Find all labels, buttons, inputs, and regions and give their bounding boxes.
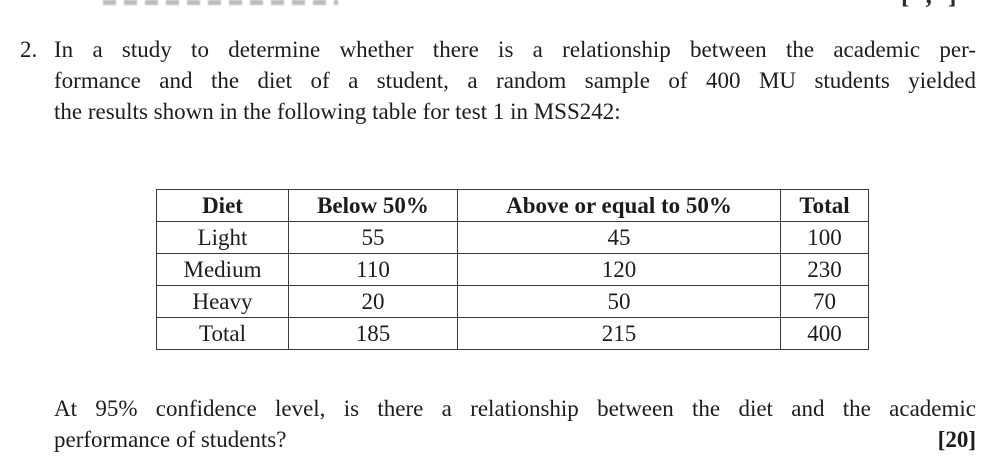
question-line-1: In a study to determine whether there is… [54, 37, 976, 62]
closing-line-1: At 95% confidence level, is there a rela… [54, 396, 976, 421]
table-cell: 215 [457, 317, 781, 350]
table-cell: 185 [288, 317, 458, 350]
table-row: Heavy 20 50 70 [156, 285, 869, 318]
row-label: Medium [156, 253, 289, 286]
closing-paragraph: At 95% confidence level, is there a rela… [54, 393, 976, 455]
table-row: Medium 110 120 230 [156, 253, 869, 286]
table-row: Light 55 45 100 [156, 221, 869, 254]
table-cell: 45 [457, 221, 781, 254]
row-label: Total [156, 317, 289, 350]
marks-badge: [20] [937, 427, 976, 452]
contingency-table: Diet Below 50% Above or equal to 50% Tot… [156, 189, 869, 350]
clipped-previous-line-remnant [103, 0, 338, 5]
table-cell: 110 [288, 253, 458, 286]
question-number: 2. [20, 37, 38, 62]
header-cell-diet: Diet [156, 189, 289, 222]
clipped-previous-marks-remnant: [ , ] [901, 0, 971, 9]
table-cell: 230 [780, 253, 869, 286]
table-cell: 70 [780, 285, 869, 318]
closing-question-text: performance of students? [54, 427, 287, 452]
header-cell-total: Total [780, 189, 869, 222]
clipped-marks-fragment: [ , ] [901, 0, 971, 8]
table-cell: 20 [288, 285, 458, 318]
question-line-3: the results shown in the following table… [54, 99, 621, 124]
header-cell-above-or-equal-50: Above or equal to 50% [457, 189, 781, 222]
question-paragraph: In a study to determine whether there is… [54, 34, 976, 127]
table-cell: 400 [780, 317, 869, 350]
question-line-2: formance and the diet of a student, a ra… [54, 68, 976, 93]
table-cell: 120 [457, 253, 781, 286]
row-label: Heavy [156, 285, 289, 318]
table-header-row: Diet Below 50% Above or equal to 50% Tot… [156, 189, 869, 222]
contingency-table-container: Diet Below 50% Above or equal to 50% Tot… [156, 189, 869, 350]
header-cell-below-50: Below 50% [288, 189, 458, 222]
table-cell: 100 [780, 221, 869, 254]
table-row: Total 185 215 400 [156, 317, 869, 350]
closing-line-2: performance of students? [20] [54, 424, 976, 455]
row-label: Light [156, 221, 289, 254]
table-cell: 55 [288, 221, 458, 254]
table-cell: 50 [457, 285, 781, 318]
